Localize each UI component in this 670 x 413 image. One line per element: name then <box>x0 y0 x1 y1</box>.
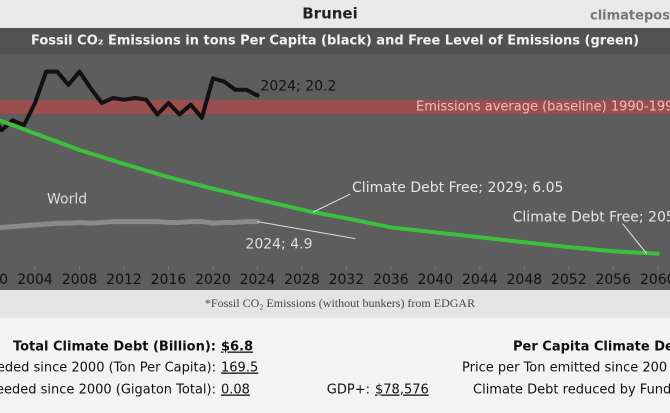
subtitle: Fossil CO₂ Emissions in tons Per Capita … <box>31 34 639 49</box>
summary-right: Climate Debt reduced by Funds <box>473 383 670 398</box>
series-line <box>0 118 660 256</box>
summary-right: Per Capita Climate Deb <box>513 340 670 355</box>
x-tick-label: 2024 <box>240 272 276 288</box>
x-tick-label: 2016 <box>151 272 187 288</box>
summary-value: $78,576 <box>375 383 429 398</box>
annotation: Climate Debt Free; 2059 <box>513 210 670 226</box>
x-tick-label: 2020 <box>195 272 231 288</box>
summary-label: Total Climate Debt (Billion): <box>13 340 216 355</box>
x-tick-label: 0 <box>0 272 8 288</box>
x-tick-label: 2008 <box>62 272 98 288</box>
summary-value: 0.08 <box>221 383 250 398</box>
summary-value: $6.8 <box>221 340 253 355</box>
annotation-leader <box>257 221 356 240</box>
summary-label: eeded since 2000 (Gigaton Total): <box>0 383 216 398</box>
x-tick-label: 2048 <box>507 272 543 288</box>
summary-value: 169.5 <box>221 361 258 376</box>
x-tick-label: 2060 <box>640 272 670 288</box>
annotation: 2024; 20.2 <box>260 79 336 95</box>
x-tick-label: 2040 <box>418 272 454 288</box>
subtitle-band <box>0 28 670 54</box>
series-line <box>0 219 260 230</box>
annotation-leader <box>622 223 648 255</box>
summary-panel <box>0 318 670 413</box>
footnote-bar <box>0 290 670 318</box>
title-bar <box>0 0 670 28</box>
summary-label: eeded since 2000 (Ton Per Capita): <box>0 361 216 376</box>
x-tick-label: 2004 <box>17 272 53 288</box>
annotation: Climate Debt Free; 2029; 6.05 <box>352 180 563 196</box>
summary-label: GDP+: <box>327 383 370 398</box>
x-tick-label: 2012 <box>106 272 142 288</box>
annotation: World <box>47 192 87 208</box>
x-tick-label: 2044 <box>462 272 498 288</box>
baseline-label: Emissions average (baseline) 1990-1999; … <box>416 100 670 115</box>
plot-background <box>0 28 670 290</box>
x-tick-label: 2052 <box>551 272 587 288</box>
x-tick-label: 2056 <box>595 272 631 288</box>
x-tick-label: 2036 <box>373 272 409 288</box>
annotation: 2024; 4.9 <box>245 237 312 253</box>
x-tick-label: 2028 <box>284 272 320 288</box>
x-tick-label: 2032 <box>329 272 365 288</box>
footnote: *Fossil CO₂ Emissions (without bunkers) … <box>205 296 475 310</box>
summary-right: Price per Ton emitted since 200 <box>462 361 667 376</box>
series-line <box>0 69 260 133</box>
brand: climatepositi <box>590 9 670 24</box>
chart-title: Brunei <box>302 5 358 23</box>
annotation-leader <box>312 193 351 213</box>
annotation-leader <box>256 92 259 96</box>
